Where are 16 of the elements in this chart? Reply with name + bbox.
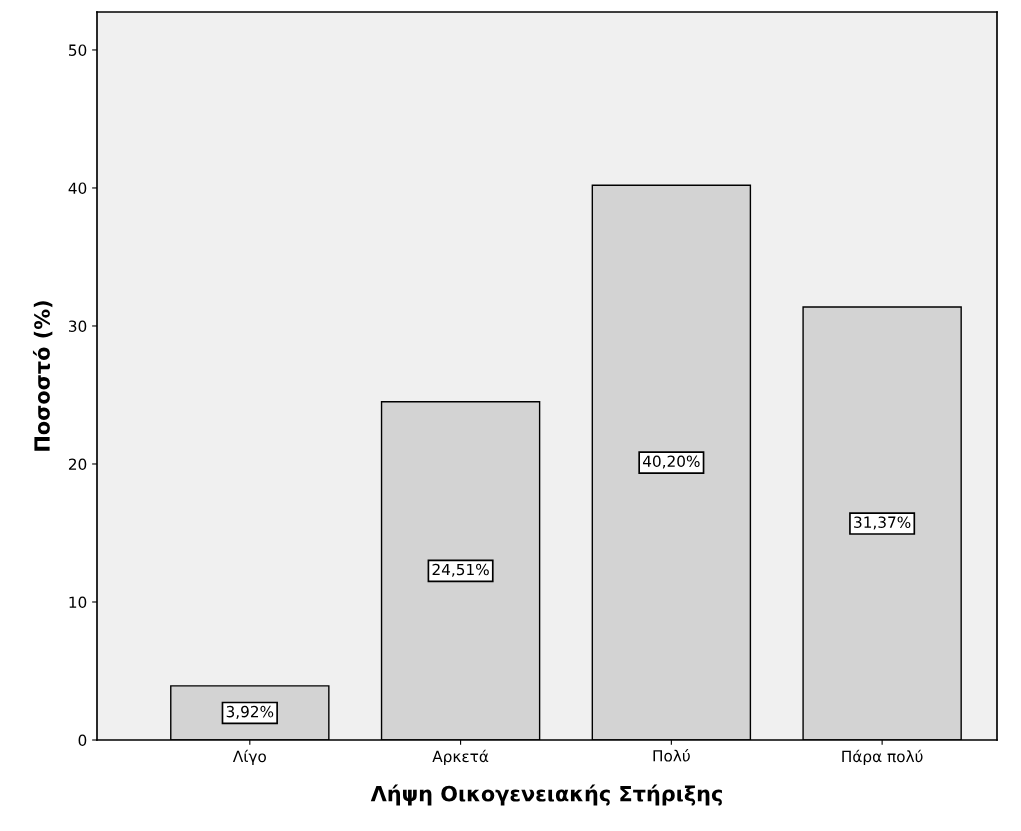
y-tick-label: 50 bbox=[69, 44, 87, 56]
x-tick-label: Πάρα πολύ bbox=[842, 749, 923, 766]
data-label: 24,51% bbox=[432, 563, 489, 577]
x-tick-label: Πολύ bbox=[653, 749, 690, 762]
x-axis-title: Λήψη Οικογενειακής Στήριξης bbox=[370, 784, 722, 806]
y-tick-label: 30 bbox=[69, 320, 87, 332]
x-tick-label: Λίγο bbox=[232, 749, 266, 766]
y-tick-label: 10 bbox=[69, 596, 87, 609]
y-tick-label: 0 bbox=[78, 734, 87, 747]
y-tick-label: 20 bbox=[68, 458, 87, 470]
x-tick-label: Αρκετά bbox=[432, 749, 489, 766]
data-label: 31,37% bbox=[854, 516, 911, 530]
y-axis-title: Ποσοστό (%) bbox=[32, 301, 53, 451]
data-label: 3,92% bbox=[226, 705, 274, 719]
y-tick-label: 40 bbox=[68, 182, 87, 194]
data-label: 40,20% bbox=[642, 455, 700, 469]
